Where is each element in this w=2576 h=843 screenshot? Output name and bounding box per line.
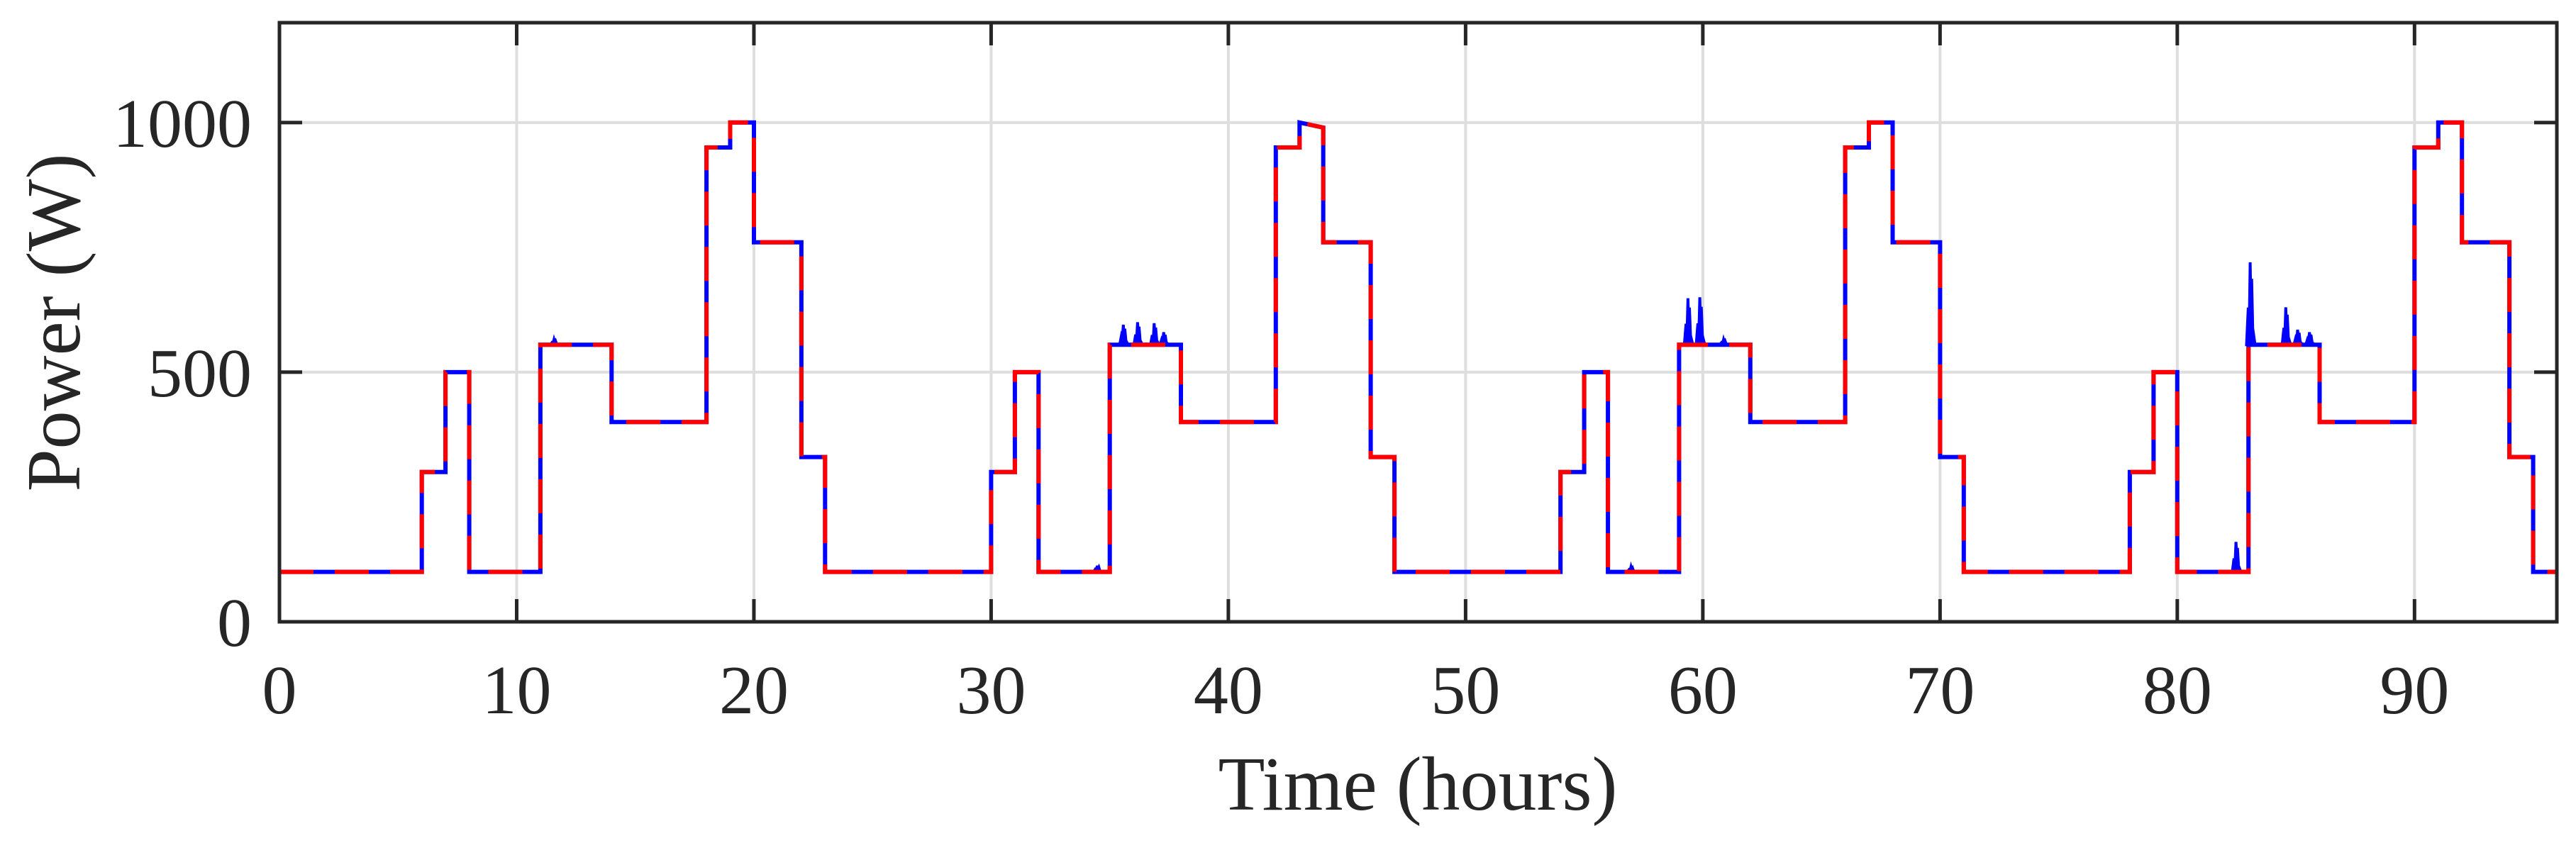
measured-power-series xyxy=(279,120,2557,574)
measured-spike xyxy=(2280,307,2293,347)
measured-spike xyxy=(1682,298,1695,347)
x-tick-label: 40 xyxy=(1194,652,1263,729)
plot-box xyxy=(277,21,2559,624)
reference-power-series xyxy=(279,120,2557,574)
x-tick-label: 20 xyxy=(719,652,789,729)
x-tick-label: 50 xyxy=(1431,652,1500,729)
y-axis-ticks: 0 500 1000 xyxy=(113,86,2557,661)
measured-spike xyxy=(1132,322,1145,347)
measured-spike xyxy=(1157,332,1172,347)
axes-frame xyxy=(277,21,2559,624)
measured-spike xyxy=(1717,334,1729,347)
measured-spike xyxy=(2245,262,2257,347)
x-axis-label: Time (hours) xyxy=(1218,742,1617,827)
x-tick-label: 30 xyxy=(956,652,1026,729)
measured-spike xyxy=(1118,324,1131,347)
y-tick-label: 500 xyxy=(148,335,252,412)
grid-lines xyxy=(279,23,2557,622)
measured-spike xyxy=(1694,297,1707,347)
y-tick-label: 1000 xyxy=(113,86,252,162)
y-tick-label: 0 xyxy=(217,585,252,661)
x-tick-label: 10 xyxy=(482,652,551,729)
reference-line xyxy=(279,120,2557,574)
x-tick-label: 70 xyxy=(1905,652,1975,729)
measured-line xyxy=(279,120,2557,574)
x-tick-label: 90 xyxy=(2380,652,2449,729)
x-tick-label: 0 xyxy=(262,652,297,729)
measured-spike xyxy=(1148,323,1162,347)
y-axis-label: Power (W) xyxy=(12,154,96,492)
x-axis-ticks: 0 10 20 30 40 50 60 70 80 90 xyxy=(262,23,2449,729)
measured-spike xyxy=(2231,542,2243,574)
measured-spike xyxy=(2292,329,2306,347)
x-tick-label: 80 xyxy=(2143,652,2212,729)
x-tick-label: 60 xyxy=(1668,652,1738,729)
measured-spike xyxy=(2304,332,2318,347)
